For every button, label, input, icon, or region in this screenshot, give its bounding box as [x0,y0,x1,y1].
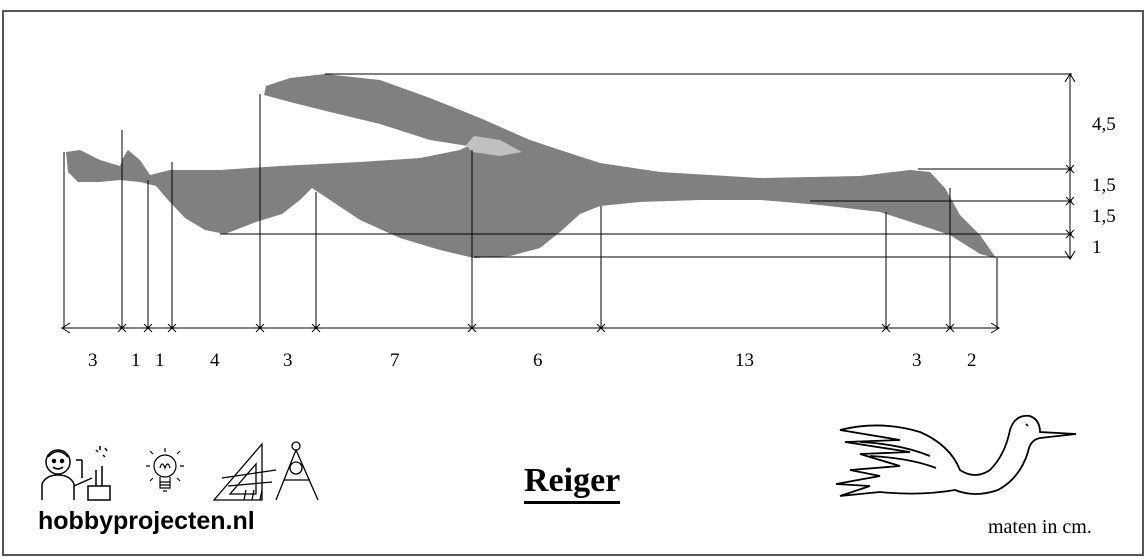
vertical-guides [63,94,998,328]
drafting-tools-icon [212,441,319,501]
tick-mark [117,323,127,333]
drawing-frame [2,10,1144,556]
dim-label: 1 [155,350,165,371]
tick-mark [1065,229,1075,239]
brand-name: hobbyprojecten.nl [38,507,255,535]
dim-label: 3 [283,350,293,371]
dim-label: 7 [390,350,400,371]
arrow-left [61,322,71,334]
flying-heron-icon [835,414,1077,497]
dim-label: 3 [88,350,98,371]
heron-body [66,74,996,258]
units-note: maten in cm. [988,516,1092,538]
tick-mark [255,323,265,333]
vertical-dimension-labels: 4,5 1,5 1,5 1 [1092,114,1116,258]
dim-label: 2 [967,350,977,371]
dim-label: 3 [912,350,922,371]
tick-mark [467,323,477,333]
arrow-right [990,322,1000,334]
dim-label: 1 [131,350,141,371]
dim-label: 4 [210,350,220,371]
horizontal-dimension-line [61,322,1000,334]
tick-mark [143,323,153,333]
horizontal-dimension-labels: 3 1 1 4 3 7 6 13 3 2 [88,350,977,371]
dim-label: 13 [735,350,754,371]
tick-mark [167,323,177,333]
vertical-dimension-line [1064,73,1076,260]
arrow-top [1064,73,1076,83]
scientist-icon [41,446,111,501]
dim-label: 1,5 [1092,175,1116,196]
arrow-bottom [1064,250,1076,260]
tick-mark [1065,196,1075,206]
tick-mark [881,323,891,333]
tick-mark [596,323,606,333]
tick-mark [945,323,955,333]
dim-label: 4,5 [1092,114,1116,135]
horizontal-guides [220,73,1072,258]
dim-label: 1 [1092,237,1102,258]
tick-marks [117,323,955,333]
tick-mark [1065,164,1075,174]
tick-mark [311,323,321,333]
heron-pattern-shape [66,74,996,258]
dim-label: 1,5 [1092,206,1116,227]
page-title: Reiger [524,463,621,504]
lightbulb-icon [146,448,184,492]
beak-highlight [466,136,522,156]
dim-label: 6 [533,350,543,371]
